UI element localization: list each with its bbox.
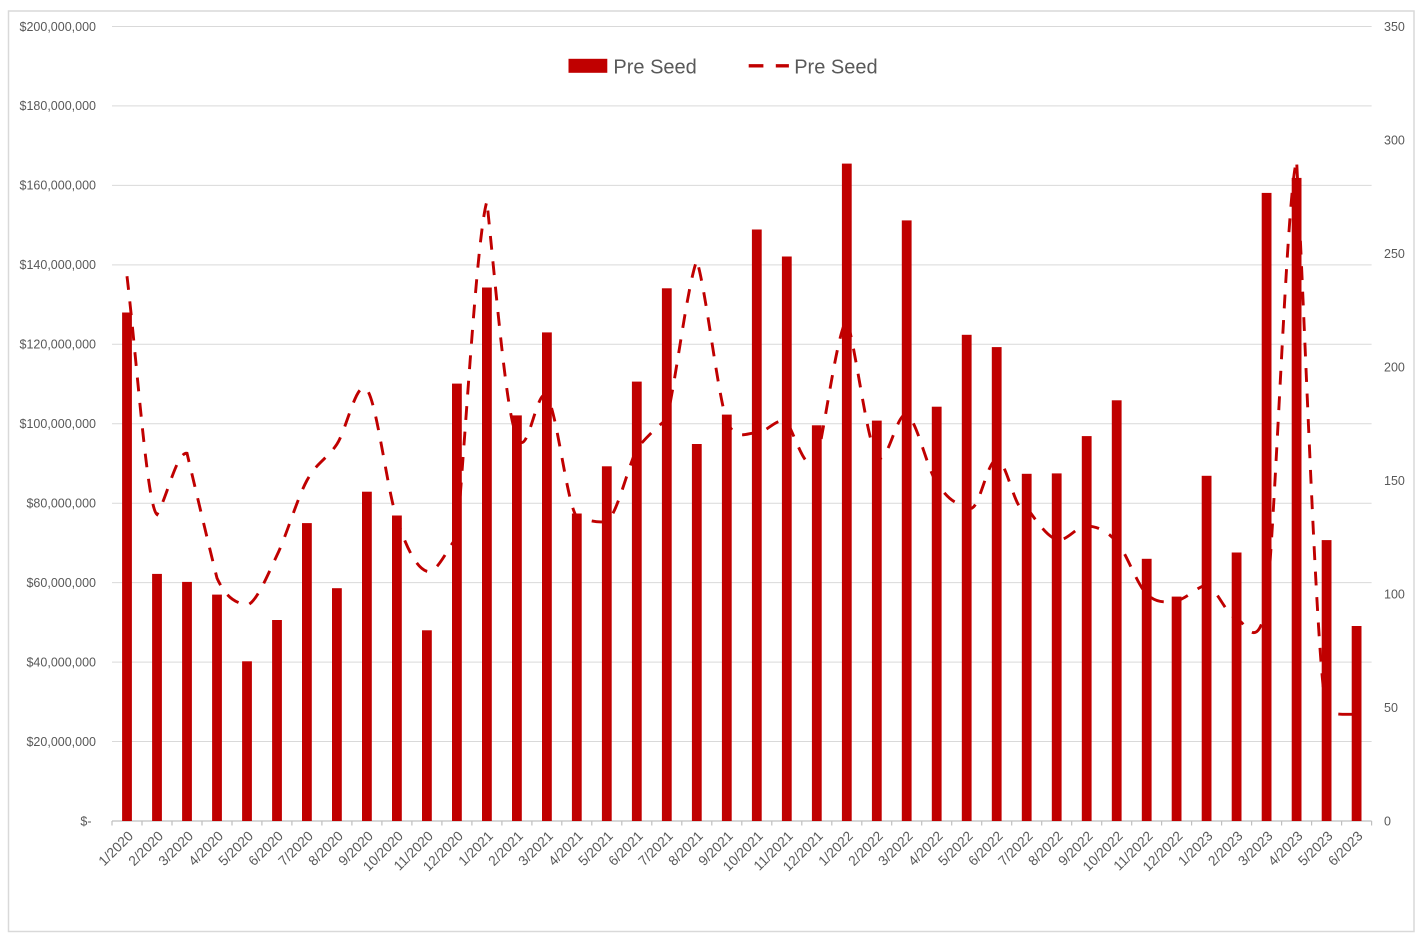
- svg-text:Pre Seed: Pre Seed: [794, 57, 877, 79]
- svg-text:0: 0: [1384, 814, 1391, 828]
- svg-text:350: 350: [1384, 20, 1405, 34]
- svg-text:$-: $-: [80, 814, 91, 828]
- svg-text:$120,000,000: $120,000,000: [20, 338, 97, 352]
- svg-text:$160,000,000: $160,000,000: [20, 179, 97, 193]
- svg-text:200: 200: [1384, 360, 1405, 374]
- svg-text:Pre Seed: Pre Seed: [613, 57, 696, 79]
- svg-text:100: 100: [1384, 587, 1405, 601]
- svg-text:50: 50: [1384, 701, 1398, 715]
- svg-text:250: 250: [1384, 247, 1405, 261]
- svg-text:$140,000,000: $140,000,000: [20, 258, 97, 272]
- svg-text:$100,000,000: $100,000,000: [20, 417, 97, 431]
- svg-text:$200,000,000: $200,000,000: [20, 20, 97, 34]
- svg-text:$20,000,000: $20,000,000: [26, 735, 96, 749]
- svg-text:150: 150: [1384, 474, 1405, 488]
- svg-text:$40,000,000: $40,000,000: [26, 655, 96, 669]
- svg-text:$180,000,000: $180,000,000: [20, 99, 97, 113]
- svg-text:300: 300: [1384, 133, 1405, 147]
- svg-text:$80,000,000: $80,000,000: [26, 497, 96, 511]
- svg-text:$60,000,000: $60,000,000: [26, 576, 96, 590]
